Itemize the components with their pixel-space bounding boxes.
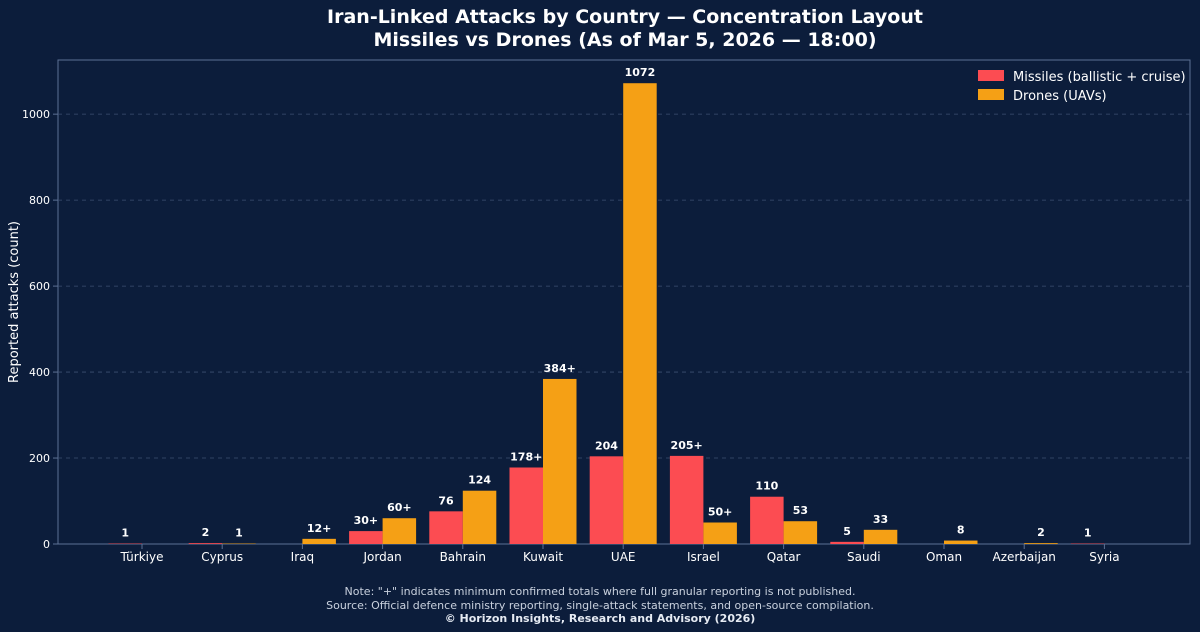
y-tick-label-0: 0: [43, 538, 50, 551]
footer-copyright: © Horizon Insights, Research and Advisor…: [445, 612, 756, 625]
footer-note: Note: "+" indicates minimum confirmed to…: [345, 585, 856, 598]
data-label-missiles-4: 76: [438, 494, 454, 507]
x-tick-label-3: Jordan: [363, 550, 402, 564]
y-axis-label: Reported attacks (count): [7, 221, 22, 383]
bar-drones-2: [302, 538, 336, 544]
legend-label-missiles: Missiles (ballistic + cruise): [1013, 70, 1186, 85]
x-tick-label-2: Iraq: [291, 550, 314, 564]
bar-drones-4: [462, 490, 497, 544]
legend-swatch-missiles: [978, 70, 1004, 81]
data-label-missiles-3: 30+: [354, 514, 379, 527]
x-tick-label-10: Oman: [926, 550, 962, 564]
bar-missiles-4: [429, 511, 463, 544]
data-label-drones-2: 12+: [307, 522, 332, 535]
chart-title-line-2: Missiles vs Drones (As of Mar 5, 2026 — …: [374, 29, 877, 51]
bar-missiles-6: [589, 456, 624, 544]
data-label-missiles-7: 205+: [671, 439, 703, 452]
x-tick-label-12: Syria: [1089, 550, 1119, 564]
y-tick-label-1000: 1000: [22, 108, 50, 121]
data-label-missiles-6: 204: [595, 439, 618, 452]
bar-missiles-1: [188, 543, 223, 544]
data-label-drones-1: 1: [235, 527, 243, 540]
x-tick-label-9: Saudi: [847, 550, 881, 564]
bar-missiles-9: [830, 541, 864, 544]
footer-source: Source: Official defence ministry report…: [326, 599, 874, 612]
y-tick-label-200: 200: [29, 452, 50, 465]
chart-title-line-1: Iran-Linked Attacks by Country — Concent…: [327, 6, 923, 28]
x-tick-label-1: Cyprus: [201, 550, 243, 564]
data-labels: 1 2 1 12+ 30+ 60+ 76 124 178+ 384+ 204 1072 205+ 50+ 1…: [121, 66, 1091, 539]
data-label-missiles-12: 1: [1084, 527, 1092, 540]
bar-drones-8: [783, 521, 818, 544]
bar-drones-6: [623, 83, 657, 544]
bar-missiles-5: [509, 467, 543, 544]
data-label-drones-3: 60+: [387, 501, 412, 514]
bar-drones-5: [543, 378, 577, 544]
data-label-drones-7: 50+: [708, 506, 733, 519]
bar-missiles-8: [750, 496, 784, 544]
bar-drones-7: [703, 522, 737, 544]
x-tick-label-0: Türkiye: [120, 550, 164, 564]
x-tick-label-5: Kuwait: [523, 550, 563, 564]
x-tick-label-7: Israel: [687, 550, 720, 564]
data-label-missiles-5: 178+: [510, 450, 542, 463]
axis-ticks: 0 200 400 600 800 1000 Türkiye Cyprus Iraq Jordan…: [22, 108, 1120, 564]
y-tick-label-800: 800: [29, 194, 50, 207]
bar-drones-9: [863, 529, 898, 544]
data-label-drones-5: 384+: [544, 362, 576, 375]
x-tick-label-6: UAE: [611, 550, 636, 564]
data-label-drones-10: 8: [957, 524, 965, 537]
data-label-drones-4: 124: [468, 474, 491, 487]
bar-drones-10: [944, 540, 978, 544]
x-tick-label-11: Azerbaijan: [992, 550, 1055, 564]
data-label-drones-6: 1072: [625, 66, 656, 79]
data-label-drones-9: 33: [873, 513, 888, 526]
legend: Missiles (ballistic + cruise) Drones (UA…: [978, 70, 1186, 104]
bar-missiles-3: [349, 531, 383, 544]
data-label-missiles-1: 2: [202, 526, 210, 539]
legend-swatch-drones: [978, 89, 1004, 100]
data-label-missiles-9: 5: [843, 525, 851, 538]
data-label-missiles-0: 1: [121, 527, 129, 540]
bar-missiles-7: [669, 455, 704, 544]
bars: [108, 83, 1105, 544]
data-label-drones-11: 2: [1037, 526, 1045, 539]
legend-label-drones: Drones (UAVs): [1013, 89, 1107, 104]
data-label-missiles-8: 110: [755, 480, 778, 493]
x-tick-label-4: Bahrain: [440, 550, 486, 564]
y-tick-label-400: 400: [29, 366, 50, 379]
bar-drones-3: [382, 518, 417, 544]
data-label-drones-8: 53: [793, 504, 808, 517]
x-tick-label-8: Qatar: [767, 550, 801, 564]
y-tick-label-600: 600: [29, 280, 50, 293]
bar-drones-11: [1024, 543, 1058, 544]
